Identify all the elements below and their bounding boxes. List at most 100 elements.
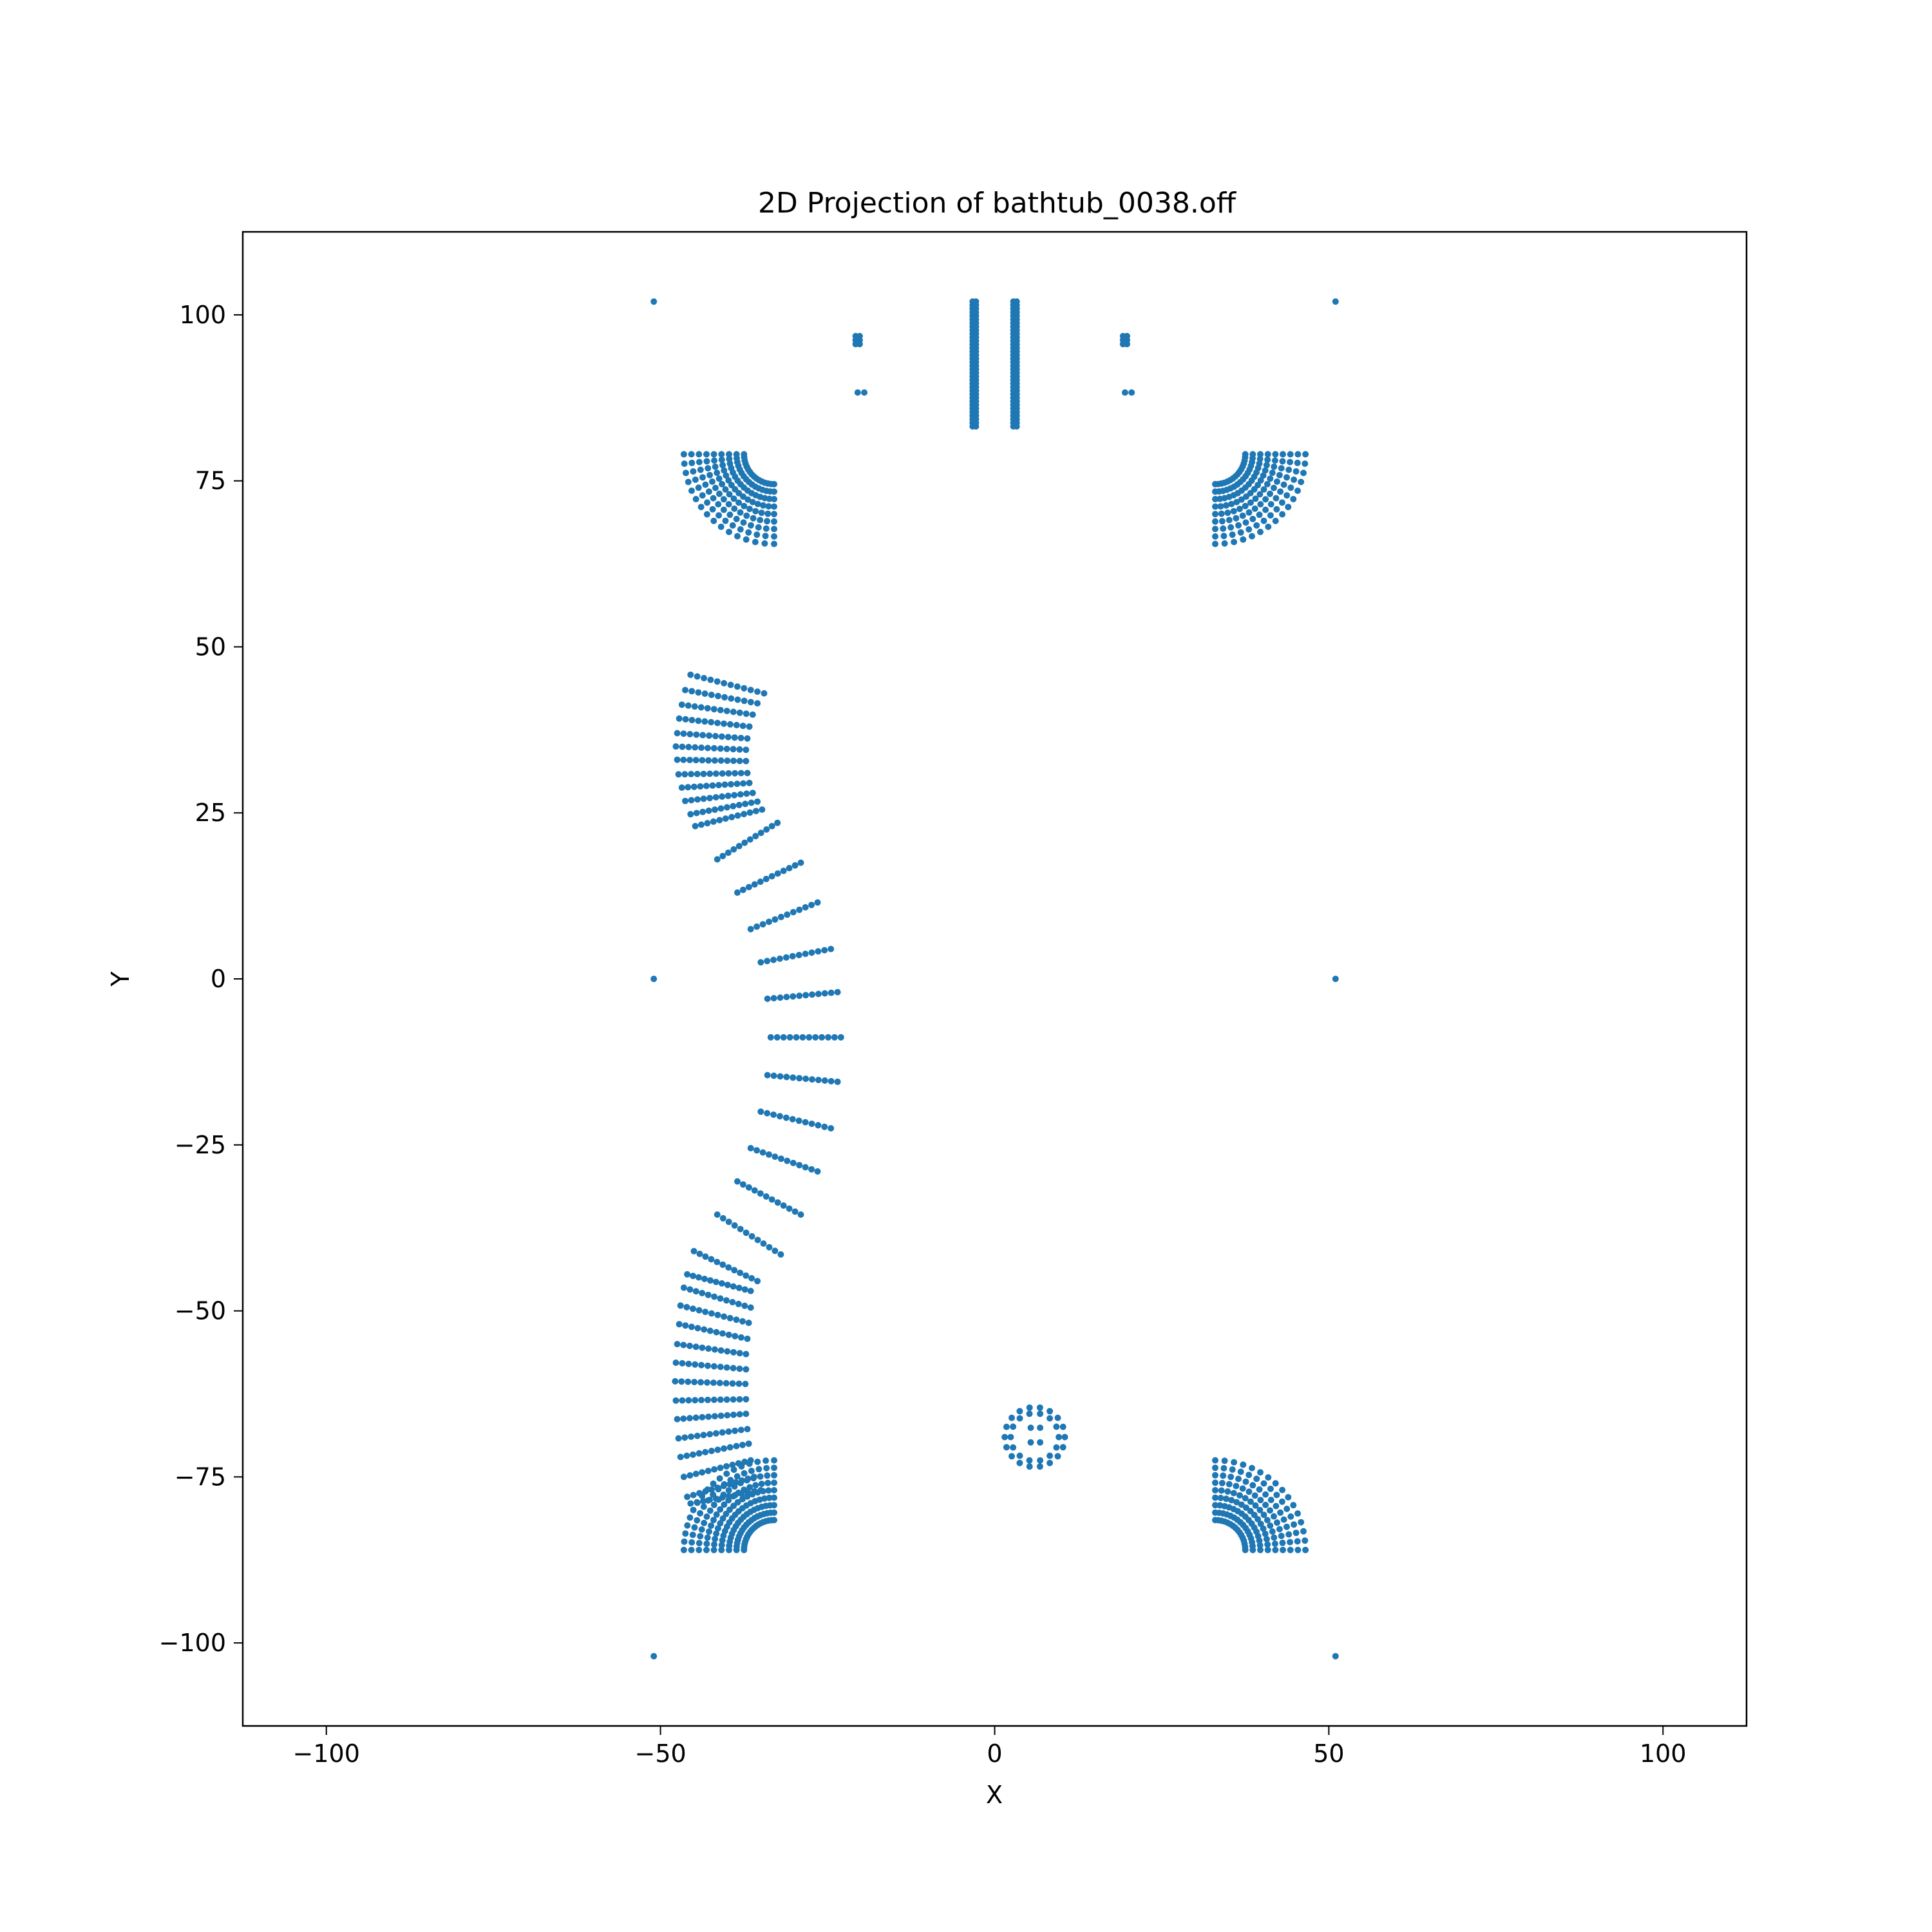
data-point bbox=[762, 1193, 770, 1200]
data-point bbox=[1264, 480, 1271, 488]
data-point bbox=[731, 1267, 738, 1274]
data-point bbox=[731, 1222, 738, 1229]
data-point bbox=[695, 717, 702, 724]
data-point bbox=[728, 781, 734, 788]
data-point bbox=[680, 451, 687, 458]
data-point bbox=[773, 1034, 781, 1041]
data-point bbox=[1257, 451, 1264, 458]
data-point bbox=[777, 994, 784, 1001]
data-point bbox=[1260, 472, 1267, 479]
data-point bbox=[701, 718, 708, 725]
data-point bbox=[718, 1542, 725, 1549]
data-point bbox=[739, 1441, 746, 1448]
data-point bbox=[672, 1397, 679, 1404]
data-point bbox=[692, 1288, 699, 1295]
data-point bbox=[719, 1494, 726, 1501]
data-point bbox=[786, 1034, 793, 1041]
data-point bbox=[712, 806, 718, 813]
data-point bbox=[705, 488, 712, 495]
data-point bbox=[790, 1074, 797, 1081]
y-tick-label: 75 bbox=[195, 467, 226, 495]
data-point bbox=[706, 770, 714, 777]
data-point bbox=[1271, 1540, 1278, 1548]
data-point bbox=[743, 1272, 750, 1279]
data-point bbox=[761, 690, 768, 697]
data-point bbox=[771, 511, 777, 518]
data-point bbox=[1271, 484, 1277, 491]
data-point bbox=[733, 515, 740, 522]
data-point bbox=[1229, 1466, 1236, 1473]
data-point bbox=[735, 1300, 742, 1307]
data-point bbox=[688, 688, 696, 695]
data-point bbox=[1264, 1546, 1271, 1553]
data-point bbox=[1274, 478, 1280, 485]
data-point bbox=[736, 757, 743, 764]
data-point bbox=[717, 1506, 724, 1513]
data-point bbox=[1037, 1457, 1044, 1464]
data-point bbox=[771, 518, 777, 525]
data-point bbox=[1236, 1492, 1243, 1499]
data-point bbox=[710, 1517, 717, 1524]
data-point bbox=[746, 1484, 753, 1491]
data-point bbox=[1291, 1521, 1298, 1528]
x-tick-label: −100 bbox=[293, 1739, 360, 1768]
data-point bbox=[764, 510, 772, 517]
data-point bbox=[730, 1411, 737, 1418]
data-point bbox=[688, 771, 695, 777]
data-point bbox=[708, 1256, 715, 1263]
data-point bbox=[714, 1211, 721, 1218]
data-point bbox=[724, 1348, 731, 1355]
data-point bbox=[802, 904, 809, 911]
data-point bbox=[680, 1546, 687, 1553]
data-point bbox=[750, 515, 757, 522]
data-point bbox=[687, 1500, 694, 1507]
data-point bbox=[690, 1492, 697, 1499]
data-point bbox=[724, 1282, 731, 1289]
data-point bbox=[1026, 1463, 1033, 1470]
data-point bbox=[1247, 1508, 1254, 1515]
data-point bbox=[737, 791, 744, 798]
data-point bbox=[725, 477, 732, 484]
data-point bbox=[1272, 451, 1279, 458]
data-point bbox=[771, 1479, 777, 1486]
data-point bbox=[696, 1490, 703, 1497]
data-point bbox=[690, 1273, 697, 1280]
data-point bbox=[1016, 1459, 1023, 1466]
data-point bbox=[734, 781, 741, 788]
data-point bbox=[737, 1426, 744, 1434]
data-point bbox=[723, 472, 730, 479]
data-point bbox=[740, 780, 747, 787]
data-point bbox=[766, 918, 772, 925]
data-point bbox=[701, 1519, 708, 1526]
data-point bbox=[753, 1147, 761, 1154]
data-point bbox=[736, 746, 743, 753]
data-point bbox=[771, 526, 777, 533]
data-point bbox=[745, 1184, 752, 1191]
data-point bbox=[697, 783, 704, 790]
data-point bbox=[1212, 480, 1218, 488]
data-point bbox=[735, 842, 743, 849]
data-point bbox=[710, 744, 717, 752]
data-point bbox=[700, 1432, 707, 1439]
data-point bbox=[714, 1525, 721, 1532]
data-point bbox=[777, 955, 783, 962]
data-point bbox=[812, 1034, 819, 1041]
data-point bbox=[694, 1325, 701, 1332]
data-point bbox=[744, 735, 751, 742]
data-point bbox=[700, 1497, 707, 1504]
data-point bbox=[1278, 465, 1285, 472]
data-point bbox=[753, 531, 761, 538]
data-point bbox=[831, 1034, 838, 1041]
data-point bbox=[1298, 478, 1305, 486]
data-point bbox=[1046, 1408, 1054, 1415]
data-point bbox=[808, 902, 815, 909]
data-point bbox=[692, 1470, 699, 1477]
data-point bbox=[699, 1344, 706, 1351]
data-point bbox=[699, 1469, 706, 1476]
data-point bbox=[719, 480, 726, 488]
data-point bbox=[741, 1286, 748, 1293]
data-point bbox=[1237, 529, 1244, 536]
data-point bbox=[1271, 1534, 1278, 1541]
data-point bbox=[726, 529, 732, 535]
data-point bbox=[698, 744, 705, 751]
